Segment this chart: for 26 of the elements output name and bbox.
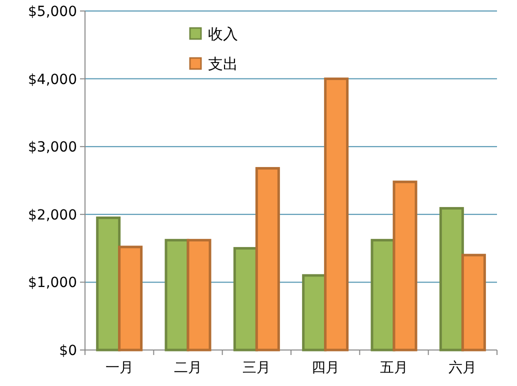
y-tick-label: $0 xyxy=(59,343,77,359)
bar xyxy=(118,246,143,352)
legend-label: 收入 xyxy=(208,25,238,43)
y-tick-label: $3,000 xyxy=(28,140,77,156)
bar xyxy=(370,238,396,352)
x-tick-label: 三月 xyxy=(242,360,271,376)
legend-label: 支出 xyxy=(208,55,238,73)
bar xyxy=(461,254,486,352)
y-tick-label: $5,000 xyxy=(28,4,77,20)
bar xyxy=(186,238,212,352)
bar xyxy=(164,238,190,352)
bar xyxy=(302,274,327,352)
x-tick-label: 四月 xyxy=(311,360,340,376)
y-tick-label: $2,000 xyxy=(28,207,77,224)
x-tick-label: 六月 xyxy=(448,360,477,376)
x-tick-label: 一月 xyxy=(105,360,134,376)
bar xyxy=(392,180,418,352)
bar xyxy=(324,78,349,352)
bar xyxy=(255,167,280,352)
x-tick-label: 五月 xyxy=(380,360,408,376)
bar xyxy=(233,247,258,352)
bar xyxy=(439,207,464,352)
x-tick-label: 二月 xyxy=(174,360,202,376)
y-tick-label: $1,000 xyxy=(28,275,77,292)
y-tick-label: $4,000 xyxy=(28,72,77,88)
bar xyxy=(96,216,121,352)
